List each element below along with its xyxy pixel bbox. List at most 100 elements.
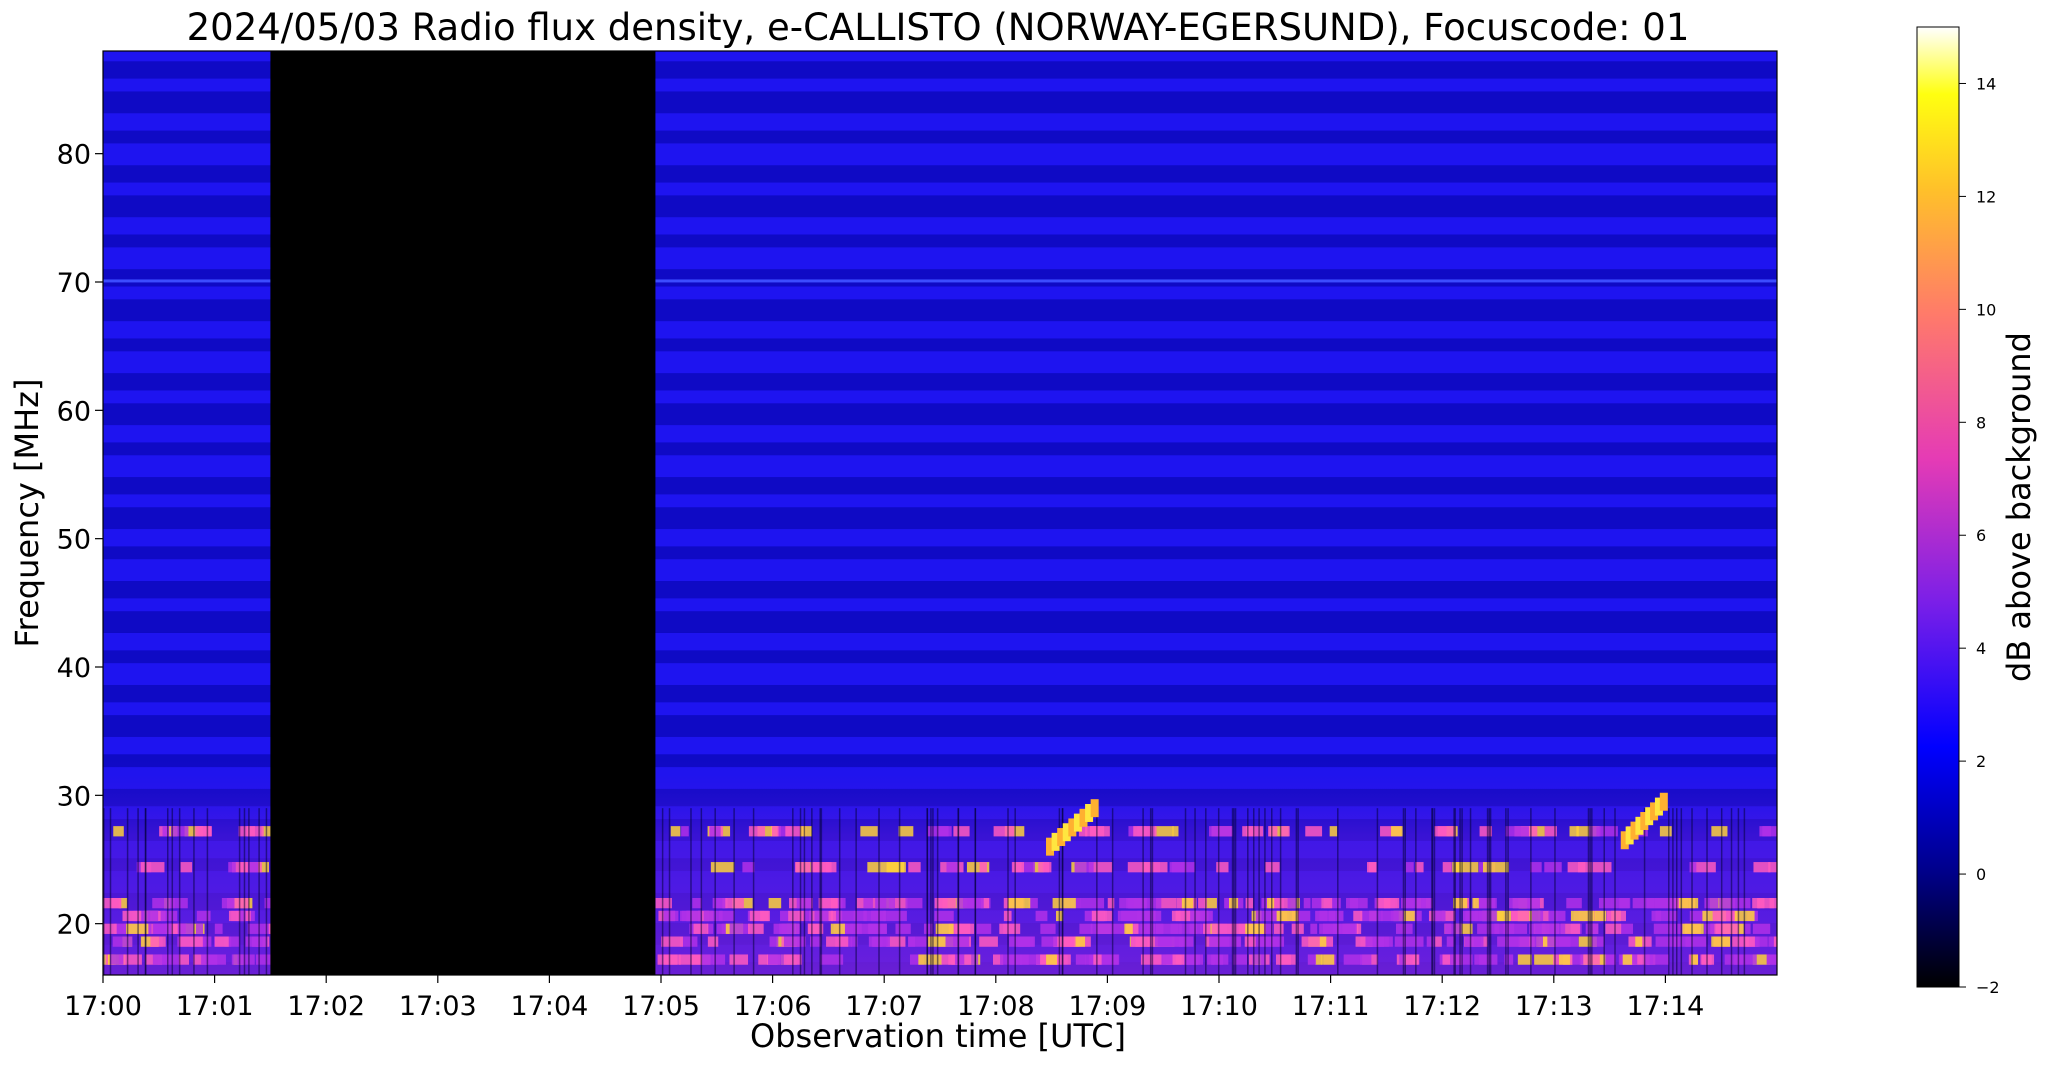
interference-spot <box>236 910 246 922</box>
interference-spot <box>1011 862 1025 873</box>
colorbar-tick-label: 6 <box>1976 526 1986 545</box>
interference-spot <box>886 936 906 947</box>
x-tick-label: 17:00 <box>64 991 142 1022</box>
interference-spot <box>1349 898 1368 909</box>
dark-streak <box>1151 808 1154 975</box>
x-tick-label: 17:02 <box>287 991 365 1022</box>
interference-spot <box>1135 936 1144 947</box>
interference-spot <box>1571 954 1584 965</box>
interference-spot <box>221 898 235 909</box>
dark-streak <box>1194 808 1196 975</box>
interference-spot <box>966 862 990 873</box>
interference-spot <box>1673 936 1691 947</box>
interference-spot <box>1503 923 1528 934</box>
dark-streak <box>1603 808 1605 975</box>
interference-spot <box>1560 923 1580 934</box>
interference-spot <box>692 898 702 909</box>
dark-streak <box>109 808 112 975</box>
interference-spot <box>118 898 128 909</box>
interference-spot <box>863 898 873 909</box>
burst-segment <box>1062 823 1071 842</box>
interference-spot <box>825 862 837 873</box>
interference-spot <box>1244 936 1256 947</box>
dark-streak <box>145 808 147 975</box>
interference-spot <box>679 936 698 947</box>
interference-spot <box>140 862 165 873</box>
interference-spot <box>1591 936 1604 947</box>
colorbar-tick-label: 4 <box>1976 639 1986 658</box>
dark-streak <box>1142 808 1144 975</box>
interference-spot <box>1479 826 1493 837</box>
interference-spot <box>1654 898 1676 909</box>
interference-spot <box>1078 826 1088 837</box>
interference-spot <box>850 936 858 947</box>
interference-spot <box>798 910 813 922</box>
interference-spot <box>1678 898 1699 909</box>
dark-streak <box>1730 808 1733 975</box>
interference-spot <box>946 862 958 873</box>
interference-spot <box>707 923 714 934</box>
interference-spot <box>1606 954 1616 965</box>
interference-spot <box>794 862 811 873</box>
dark-streak <box>878 808 880 975</box>
interference-spot <box>979 862 987 873</box>
interference-spot <box>1531 910 1544 922</box>
interference-spot <box>1035 910 1048 922</box>
burst-segment <box>1085 803 1094 822</box>
interference-spot <box>1548 910 1558 922</box>
interference-spot <box>160 910 178 922</box>
interference-spot <box>193 954 208 965</box>
dark-streak <box>1668 808 1670 975</box>
interference-spot <box>1185 954 1200 965</box>
interference-spot <box>1380 826 1402 837</box>
x-axis-ticks: 17:00 17:01 17:02 17:03 17:04 17:05 17:06 17:07… <box>64 975 1704 1022</box>
dark-streak <box>661 808 664 975</box>
interference-spot <box>109 954 124 965</box>
interference-spot <box>1547 936 1559 947</box>
burst-segment <box>1046 837 1055 856</box>
interference-spot <box>1704 923 1715 934</box>
interference-spot <box>1538 910 1550 922</box>
interference-spot <box>1343 954 1363 965</box>
interference-spot <box>1159 936 1183 947</box>
interference-spot <box>1659 826 1672 837</box>
interference-spot <box>162 826 175 837</box>
interference-spot <box>716 898 726 909</box>
interference-spot <box>1216 862 1229 873</box>
interference-spot <box>1534 954 1555 965</box>
interference-spot <box>157 954 181 965</box>
dark-streak <box>1554 808 1556 975</box>
interference-spot <box>1211 923 1235 934</box>
interference-spot <box>1088 862 1113 873</box>
interference-spot <box>835 910 856 922</box>
interference-spot <box>880 862 905 873</box>
interference-spot <box>860 826 878 837</box>
interference-spot <box>1732 898 1751 909</box>
interference-spot <box>1303 898 1311 909</box>
dark-streak <box>733 808 735 975</box>
dark-streak <box>1591 808 1593 975</box>
interference-spot <box>1517 954 1532 965</box>
interference-spot <box>1320 898 1333 909</box>
burst-segment <box>1068 818 1077 837</box>
interference-spot <box>1768 862 1777 873</box>
burst-segment <box>1635 816 1644 835</box>
interference-spot <box>1598 898 1612 909</box>
interference-spot <box>1155 923 1179 934</box>
interference-spot <box>1558 954 1570 965</box>
interference-spot <box>976 923 992 934</box>
interference-spot <box>1570 910 1595 922</box>
interference-spot <box>1020 954 1041 965</box>
interference-spot <box>850 923 860 934</box>
dark-streak <box>1252 808 1255 975</box>
interference-spot <box>1394 936 1406 947</box>
interference-spot <box>779 923 795 934</box>
interference-spot <box>1353 910 1363 922</box>
interference-spot <box>771 826 779 837</box>
interference-spot <box>716 923 727 934</box>
interference-spot <box>757 826 778 837</box>
interference-spot <box>747 923 764 934</box>
interference-spot <box>1596 826 1618 837</box>
x-axis-label: Observation time [UTC] <box>750 1017 1126 1055</box>
interference-spot <box>113 923 133 934</box>
